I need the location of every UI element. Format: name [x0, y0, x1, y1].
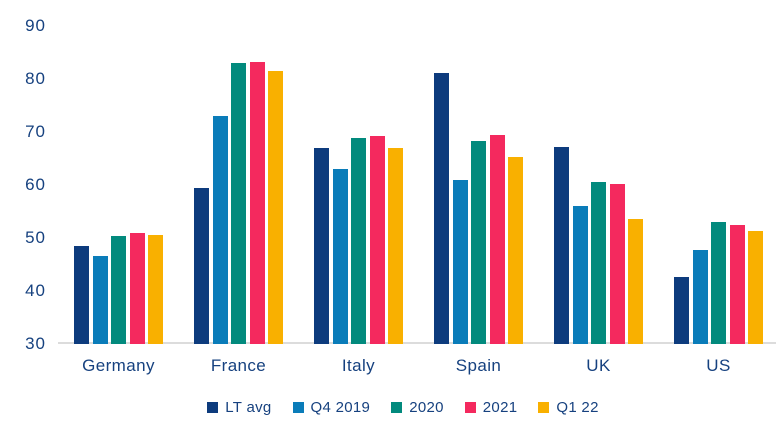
bar-q4-2019-italy	[332, 169, 348, 344]
legend-item-2020: 2020	[391, 399, 444, 416]
y-tick-label-60: 60	[25, 175, 46, 194]
x-axis-label-spain: Spain	[455, 356, 502, 375]
bar-lt-avg-uk	[554, 147, 569, 344]
y-tick-label-70: 70	[25, 122, 46, 141]
bar-q4-2019-uk	[572, 206, 588, 344]
legend-label: LT avg	[225, 399, 272, 416]
bar-q4-2019-us	[692, 250, 708, 344]
bar-group-us	[674, 24, 763, 344]
bar-2020-spain	[471, 141, 486, 344]
bar-lt-avg-germany	[74, 246, 89, 344]
bar-group-italy	[314, 24, 403, 344]
legend-item-q4-2019: Q4 2019	[292, 399, 371, 416]
legend-item-2021: 2021	[464, 399, 518, 416]
legend-swatch-icon	[207, 402, 219, 413]
bar-2021-uk	[609, 184, 625, 344]
legend-swatch-icon	[391, 402, 403, 413]
bar-lt-avg-us	[674, 277, 689, 344]
y-tick-label-80: 80	[25, 69, 46, 88]
bar-q1-22-italy	[388, 148, 403, 344]
bar-2021-france	[249, 62, 265, 344]
bar-group-uk	[554, 24, 643, 344]
y-tick-label-30: 30	[25, 334, 46, 353]
bar-group-france	[194, 24, 283, 344]
x-axis-label-uk: UK	[586, 356, 611, 375]
x-axis-label-france: France	[210, 356, 267, 375]
bar-2020-germany	[111, 236, 126, 344]
legend-label: 2020	[409, 399, 444, 416]
bar-lt-avg-france	[194, 188, 209, 344]
bar-2020-us	[711, 222, 726, 344]
bar-q1-22-france	[268, 71, 283, 344]
bar-lt-avg-italy	[314, 148, 329, 344]
bar-2021-spain	[489, 135, 505, 344]
bar-2020-italy	[351, 138, 366, 344]
y-tick-label-40: 40	[25, 281, 46, 300]
bar-q4-2019-spain	[452, 180, 468, 344]
legend-swatch-icon	[464, 402, 476, 413]
y-tick-label-50: 50	[25, 228, 46, 247]
bar-2020-uk	[591, 182, 606, 344]
x-axis-label-italy: Italy	[341, 356, 376, 375]
bar-q4-2019-germany	[92, 256, 108, 344]
bar-2021-germany	[129, 233, 145, 344]
bar-q1-22-germany	[148, 235, 163, 344]
bar-2021-us	[729, 225, 745, 344]
bar-2020-france	[231, 63, 246, 344]
legend-item-lt-avg: LT avg	[207, 399, 271, 416]
bar-group-spain	[434, 24, 523, 344]
bar-q1-22-spain	[508, 157, 523, 344]
legend-label: Q1 22	[556, 399, 599, 416]
y-tick-label-90: 90	[25, 16, 46, 35]
plot-area	[58, 26, 776, 344]
legend: LT avg Q4 2019 2020 2021 Q1 22	[0, 399, 784, 416]
legend-label: 2021	[482, 399, 518, 416]
x-axis-label-us: US	[706, 356, 731, 375]
bar-q1-22-us	[748, 231, 763, 344]
legend-item-q1-22: Q1 22	[538, 399, 598, 416]
bar-q4-2019-france	[212, 116, 228, 344]
bar-q1-22-uk	[628, 219, 643, 344]
bar-2021-italy	[369, 136, 385, 344]
bar-group-germany	[74, 24, 163, 344]
legend-label: Q4 2019	[310, 399, 371, 416]
legend-swatch-icon	[292, 402, 304, 413]
x-axis-label-germany: Germany	[82, 356, 155, 375]
legend-swatch-icon	[538, 402, 550, 413]
bar-lt-avg-spain	[434, 73, 449, 344]
